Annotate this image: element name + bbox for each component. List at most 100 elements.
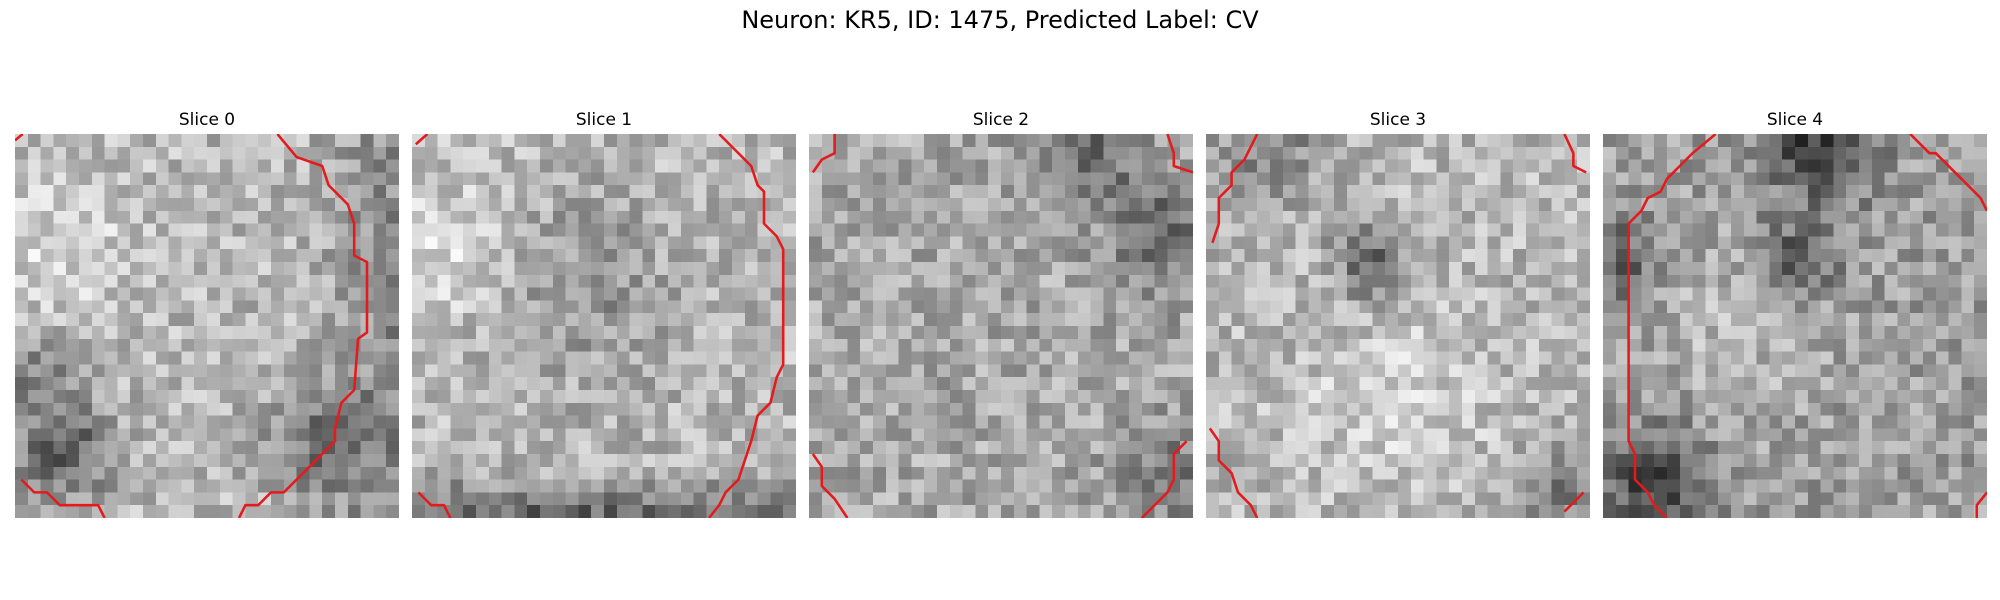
pixel bbox=[1718, 454, 1732, 468]
pixel bbox=[1731, 454, 1745, 468]
pixel bbox=[860, 159, 874, 173]
pixel bbox=[1718, 377, 1732, 391]
pixel bbox=[616, 300, 630, 314]
pixel bbox=[207, 466, 221, 480]
pixel bbox=[1052, 441, 1066, 455]
pixel bbox=[1218, 351, 1232, 365]
pixel bbox=[373, 300, 387, 314]
pixel bbox=[924, 249, 938, 263]
pixel bbox=[834, 146, 848, 160]
pixel bbox=[1897, 185, 1911, 199]
pixel bbox=[578, 326, 592, 340]
pixel bbox=[642, 402, 656, 416]
pixel bbox=[1423, 338, 1437, 352]
pixel bbox=[347, 172, 361, 186]
pixel bbox=[79, 287, 93, 301]
pixel bbox=[770, 185, 784, 199]
pixel bbox=[975, 402, 989, 416]
pixel bbox=[578, 377, 592, 391]
pixel bbox=[1487, 236, 1501, 250]
pixel bbox=[1436, 262, 1450, 276]
pixel bbox=[1346, 210, 1360, 224]
pixel bbox=[1769, 377, 1783, 391]
pixel bbox=[1897, 146, 1911, 160]
pixel bbox=[15, 159, 29, 173]
pixel bbox=[1859, 390, 1873, 404]
pixel bbox=[1001, 441, 1015, 455]
pixel bbox=[1154, 300, 1168, 314]
pixel bbox=[501, 402, 515, 416]
pixel bbox=[578, 274, 592, 288]
pixel bbox=[1372, 326, 1386, 340]
pixel bbox=[53, 479, 67, 493]
pixel bbox=[488, 402, 502, 416]
pixel bbox=[757, 377, 771, 391]
pixel bbox=[1948, 415, 1962, 429]
pixel bbox=[821, 479, 835, 493]
pixel bbox=[1871, 415, 1885, 429]
pixel bbox=[693, 415, 707, 429]
pixel bbox=[1859, 223, 1873, 237]
pixel bbox=[207, 274, 221, 288]
pixel bbox=[1116, 185, 1130, 199]
pixel bbox=[79, 351, 93, 365]
pixel bbox=[949, 505, 963, 518]
pixel bbox=[1410, 172, 1424, 186]
pixel bbox=[1743, 479, 1757, 493]
pixel bbox=[91, 313, 105, 327]
pixel bbox=[1795, 262, 1809, 276]
pixel bbox=[873, 377, 887, 391]
pixel bbox=[143, 159, 157, 173]
pixel bbox=[1538, 390, 1552, 404]
pixel bbox=[1743, 198, 1757, 212]
pixel bbox=[91, 287, 105, 301]
pixel bbox=[1731, 249, 1745, 263]
pixel bbox=[463, 159, 477, 173]
pixel bbox=[1129, 492, 1143, 506]
pixel bbox=[616, 313, 630, 327]
pixel bbox=[591, 249, 605, 263]
pixel bbox=[937, 146, 951, 160]
pixel bbox=[1884, 351, 1898, 365]
pixel bbox=[1654, 287, 1668, 301]
pixel bbox=[104, 146, 118, 160]
pixel bbox=[476, 402, 490, 416]
pixel bbox=[79, 223, 93, 237]
pixel bbox=[1551, 313, 1565, 327]
pixel bbox=[1116, 377, 1130, 391]
pixel bbox=[501, 390, 515, 404]
pixel bbox=[821, 364, 835, 378]
pixel bbox=[834, 338, 848, 352]
pixel bbox=[1871, 198, 1885, 212]
pixel bbox=[322, 146, 336, 160]
pixel bbox=[1359, 287, 1373, 301]
pixel bbox=[488, 338, 502, 352]
pixel bbox=[565, 236, 579, 250]
pixel bbox=[1974, 249, 1987, 263]
pixel bbox=[834, 326, 848, 340]
pixel bbox=[1859, 274, 1873, 288]
pixel bbox=[693, 390, 707, 404]
pixel bbox=[1654, 274, 1668, 288]
pixel bbox=[949, 287, 963, 301]
pixel bbox=[514, 492, 528, 506]
pixel bbox=[1398, 274, 1412, 288]
pixel bbox=[1398, 441, 1412, 455]
pixel bbox=[1538, 134, 1552, 148]
pixel bbox=[15, 454, 29, 468]
pixel bbox=[949, 479, 963, 493]
pixel bbox=[1321, 479, 1335, 493]
pixel bbox=[744, 134, 758, 148]
pixel bbox=[1871, 159, 1885, 173]
pixel bbox=[860, 428, 874, 442]
pixel bbox=[1807, 236, 1821, 250]
pixel bbox=[1846, 172, 1860, 186]
pixel bbox=[1667, 377, 1681, 391]
pixel bbox=[155, 505, 169, 518]
pixel bbox=[527, 313, 541, 327]
pixel bbox=[949, 441, 963, 455]
pixel bbox=[1244, 274, 1258, 288]
pixel bbox=[424, 287, 438, 301]
pixel bbox=[27, 134, 41, 148]
pixel bbox=[1410, 198, 1424, 212]
